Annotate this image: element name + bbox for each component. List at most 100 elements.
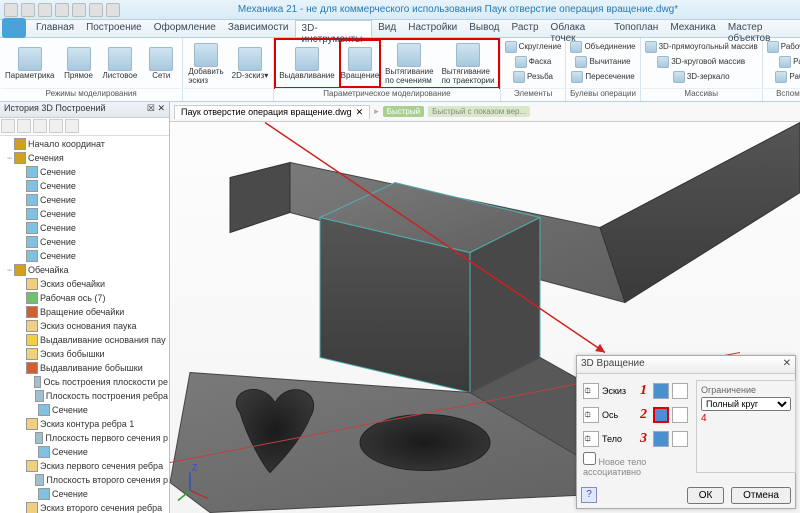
tree-node[interactable]: Сечение <box>1 165 168 179</box>
ribbon-tab[interactable]: Механика <box>664 20 722 37</box>
ribbon-tab[interactable]: Топоплан <box>608 20 664 37</box>
sidebar-tool[interactable] <box>33 119 47 133</box>
preview-button[interactable] <box>653 383 669 399</box>
ribbon-button[interactable]: Вычитание <box>567 54 638 69</box>
tree-node[interactable]: Сечение <box>1 403 168 417</box>
ribbon-tab[interactable]: Вывод <box>463 20 505 37</box>
expand-icon[interactable]: − <box>5 153 14 163</box>
tree-node[interactable]: Эскиз контура ребра 1 <box>1 417 168 431</box>
close-icon[interactable]: ✕ <box>356 107 364 118</box>
ribbon-tab[interactable]: Вид <box>372 20 402 37</box>
checkbox[interactable] <box>583 452 596 465</box>
ribbon-button[interactable]: Параметрика <box>1 39 59 88</box>
sidebar-pin-icon[interactable]: ☒ ✕ <box>147 103 165 116</box>
tree-node[interactable]: Вращение обечайки <box>1 305 168 319</box>
tree-node[interactable]: Эскиз обечайки <box>1 277 168 291</box>
tree-node[interactable]: Рабочая ось (7) <box>1 291 168 305</box>
tree-node[interactable]: Эскиз первого сечения ребра <box>1 459 168 473</box>
tree-node[interactable]: Сечение <box>1 221 168 235</box>
breadcrumb[interactable]: Быстрый <box>383 106 424 117</box>
tree-node[interactable]: Сечение <box>1 445 168 459</box>
tree-node[interactable]: Ось построения плоскости ре <box>1 375 168 389</box>
ribbon-button[interactable]: 2D-эскиз▾ <box>228 39 273 88</box>
ribbon-button[interactable]: Пересечение <box>567 69 638 84</box>
breadcrumb[interactable]: Быстрый с показом вер... <box>428 106 530 117</box>
tree-node[interactable]: Эскиз основания паука <box>1 319 168 333</box>
tree-node[interactable]: −Обечайка <box>1 263 168 277</box>
qat-icon[interactable] <box>21 3 35 17</box>
cancel-button[interactable]: Отмена <box>731 487 791 504</box>
tree-node[interactable]: Сечение <box>1 179 168 193</box>
ribbon-tab[interactable]: Растр <box>506 20 545 37</box>
preview-button[interactable] <box>653 407 669 423</box>
ribbon-button[interactable]: Вращение <box>339 39 382 88</box>
ribbon-button[interactable]: Рабочая ось <box>764 54 800 69</box>
help-button[interactable]: ? <box>581 487 597 503</box>
feature-tree[interactable]: Начало координат−СеченияСечениеСечениеСе… <box>0 136 169 513</box>
tree-node[interactable]: −Сечения <box>1 151 168 165</box>
tree-node[interactable]: Сечение <box>1 487 168 501</box>
ribbon-button[interactable]: Сети <box>141 39 181 88</box>
associative-checkbox[interactable]: Новое тело ассоциативно <box>583 452 688 477</box>
limit-select[interactable]: Полный круг <box>701 397 791 411</box>
sidebar-tool[interactable] <box>49 119 63 133</box>
ribbon-tab[interactable]: 3D-инструменты <box>295 20 373 37</box>
qat-icon[interactable] <box>89 3 103 17</box>
sidebar-tool[interactable] <box>17 119 31 133</box>
document-tab[interactable]: Паук отверстие операция вращение.dwg ✕ <box>174 105 370 119</box>
ribbon-tab[interactable]: Облака точек <box>545 20 609 37</box>
tree-node[interactable]: Эскиз второго сечения ребра <box>1 501 168 513</box>
tree-node[interactable]: Плоскость первого сечения р <box>1 431 168 445</box>
aux-button[interactable] <box>672 431 688 447</box>
sidebar-tool[interactable] <box>1 119 15 133</box>
ribbon-button[interactable]: 3D-зеркало <box>642 69 761 84</box>
tree-node[interactable]: Сечение <box>1 207 168 221</box>
ok-button[interactable]: ОК <box>687 487 725 504</box>
ribbon-button[interactable]: Листовое <box>99 39 142 88</box>
app-button[interactable] <box>2 18 26 38</box>
viewport[interactable]: Паук отверстие операция вращение.dwg ✕ ▸… <box>170 102 800 513</box>
qat-icon[interactable] <box>72 3 86 17</box>
ribbon-button[interactable]: Объединение <box>567 39 638 54</box>
qat-icon[interactable] <box>4 3 18 17</box>
expand-icon[interactable]: − <box>5 265 14 275</box>
ribbon-button[interactable]: Резьба <box>502 69 565 84</box>
pick-button[interactable]: ⯐ <box>583 407 599 423</box>
tree-node[interactable]: Плоскость второго сечения р <box>1 473 168 487</box>
ribbon-tab[interactable]: Главная <box>30 20 80 37</box>
button-label: Рабочая плоскость <box>781 42 800 51</box>
tree-node[interactable]: Начало координат <box>1 137 168 151</box>
ribbon-button[interactable]: Вытягиваниепо траектории <box>438 39 499 88</box>
ribbon-button[interactable]: Выдавливание <box>275 39 338 88</box>
dialog-titlebar[interactable]: 3D Вращение ✕ <box>577 356 795 374</box>
preview-button[interactable] <box>653 431 669 447</box>
ribbon-button[interactable]: Рабочая точка <box>764 69 800 84</box>
aux-button[interactable] <box>672 407 688 423</box>
ribbon-button[interactable]: Фаска <box>502 54 565 69</box>
ribbon-button[interactable]: Вытягиваниепо сечениям <box>381 39 437 88</box>
ribbon-tab[interactable]: Настройки <box>402 20 463 37</box>
ribbon-button[interactable]: 3D-круговой массив <box>642 54 761 69</box>
aux-button[interactable] <box>672 383 688 399</box>
tree-node[interactable]: Сечение <box>1 193 168 207</box>
tree-node[interactable]: Сечение <box>1 235 168 249</box>
sidebar-tool[interactable] <box>65 119 79 133</box>
qat-icon[interactable] <box>55 3 69 17</box>
ribbon-button[interactable]: Добавитьэскиз <box>184 39 227 88</box>
close-icon[interactable]: ✕ <box>783 358 791 371</box>
ribbon-tab[interactable]: Мастер объектов <box>722 20 800 37</box>
ribbon-button[interactable]: Прямое <box>59 39 99 88</box>
tree-node[interactable]: Сечение <box>1 249 168 263</box>
ribbon-panel: Добавитьэскиз2D-эскиз▾ <box>183 38 274 101</box>
qat-icon[interactable] <box>106 3 120 17</box>
ribbon-tab[interactable]: Построение <box>80 20 148 37</box>
tree-node[interactable]: Плоскость построения ребра <box>1 389 168 403</box>
qat-icon[interactable] <box>38 3 52 17</box>
tree-node[interactable]: Выдавливание основания пау <box>1 333 168 347</box>
pick-button[interactable]: ⯐ <box>583 431 599 447</box>
pick-button[interactable]: ⯐ <box>583 383 599 399</box>
ribbon-tab[interactable]: Оформление <box>148 20 222 37</box>
tree-node[interactable]: Эскиз бобышки <box>1 347 168 361</box>
ribbon-tab[interactable]: Зависимости <box>222 20 295 37</box>
tree-node[interactable]: Выдавливание бобышки <box>1 361 168 375</box>
